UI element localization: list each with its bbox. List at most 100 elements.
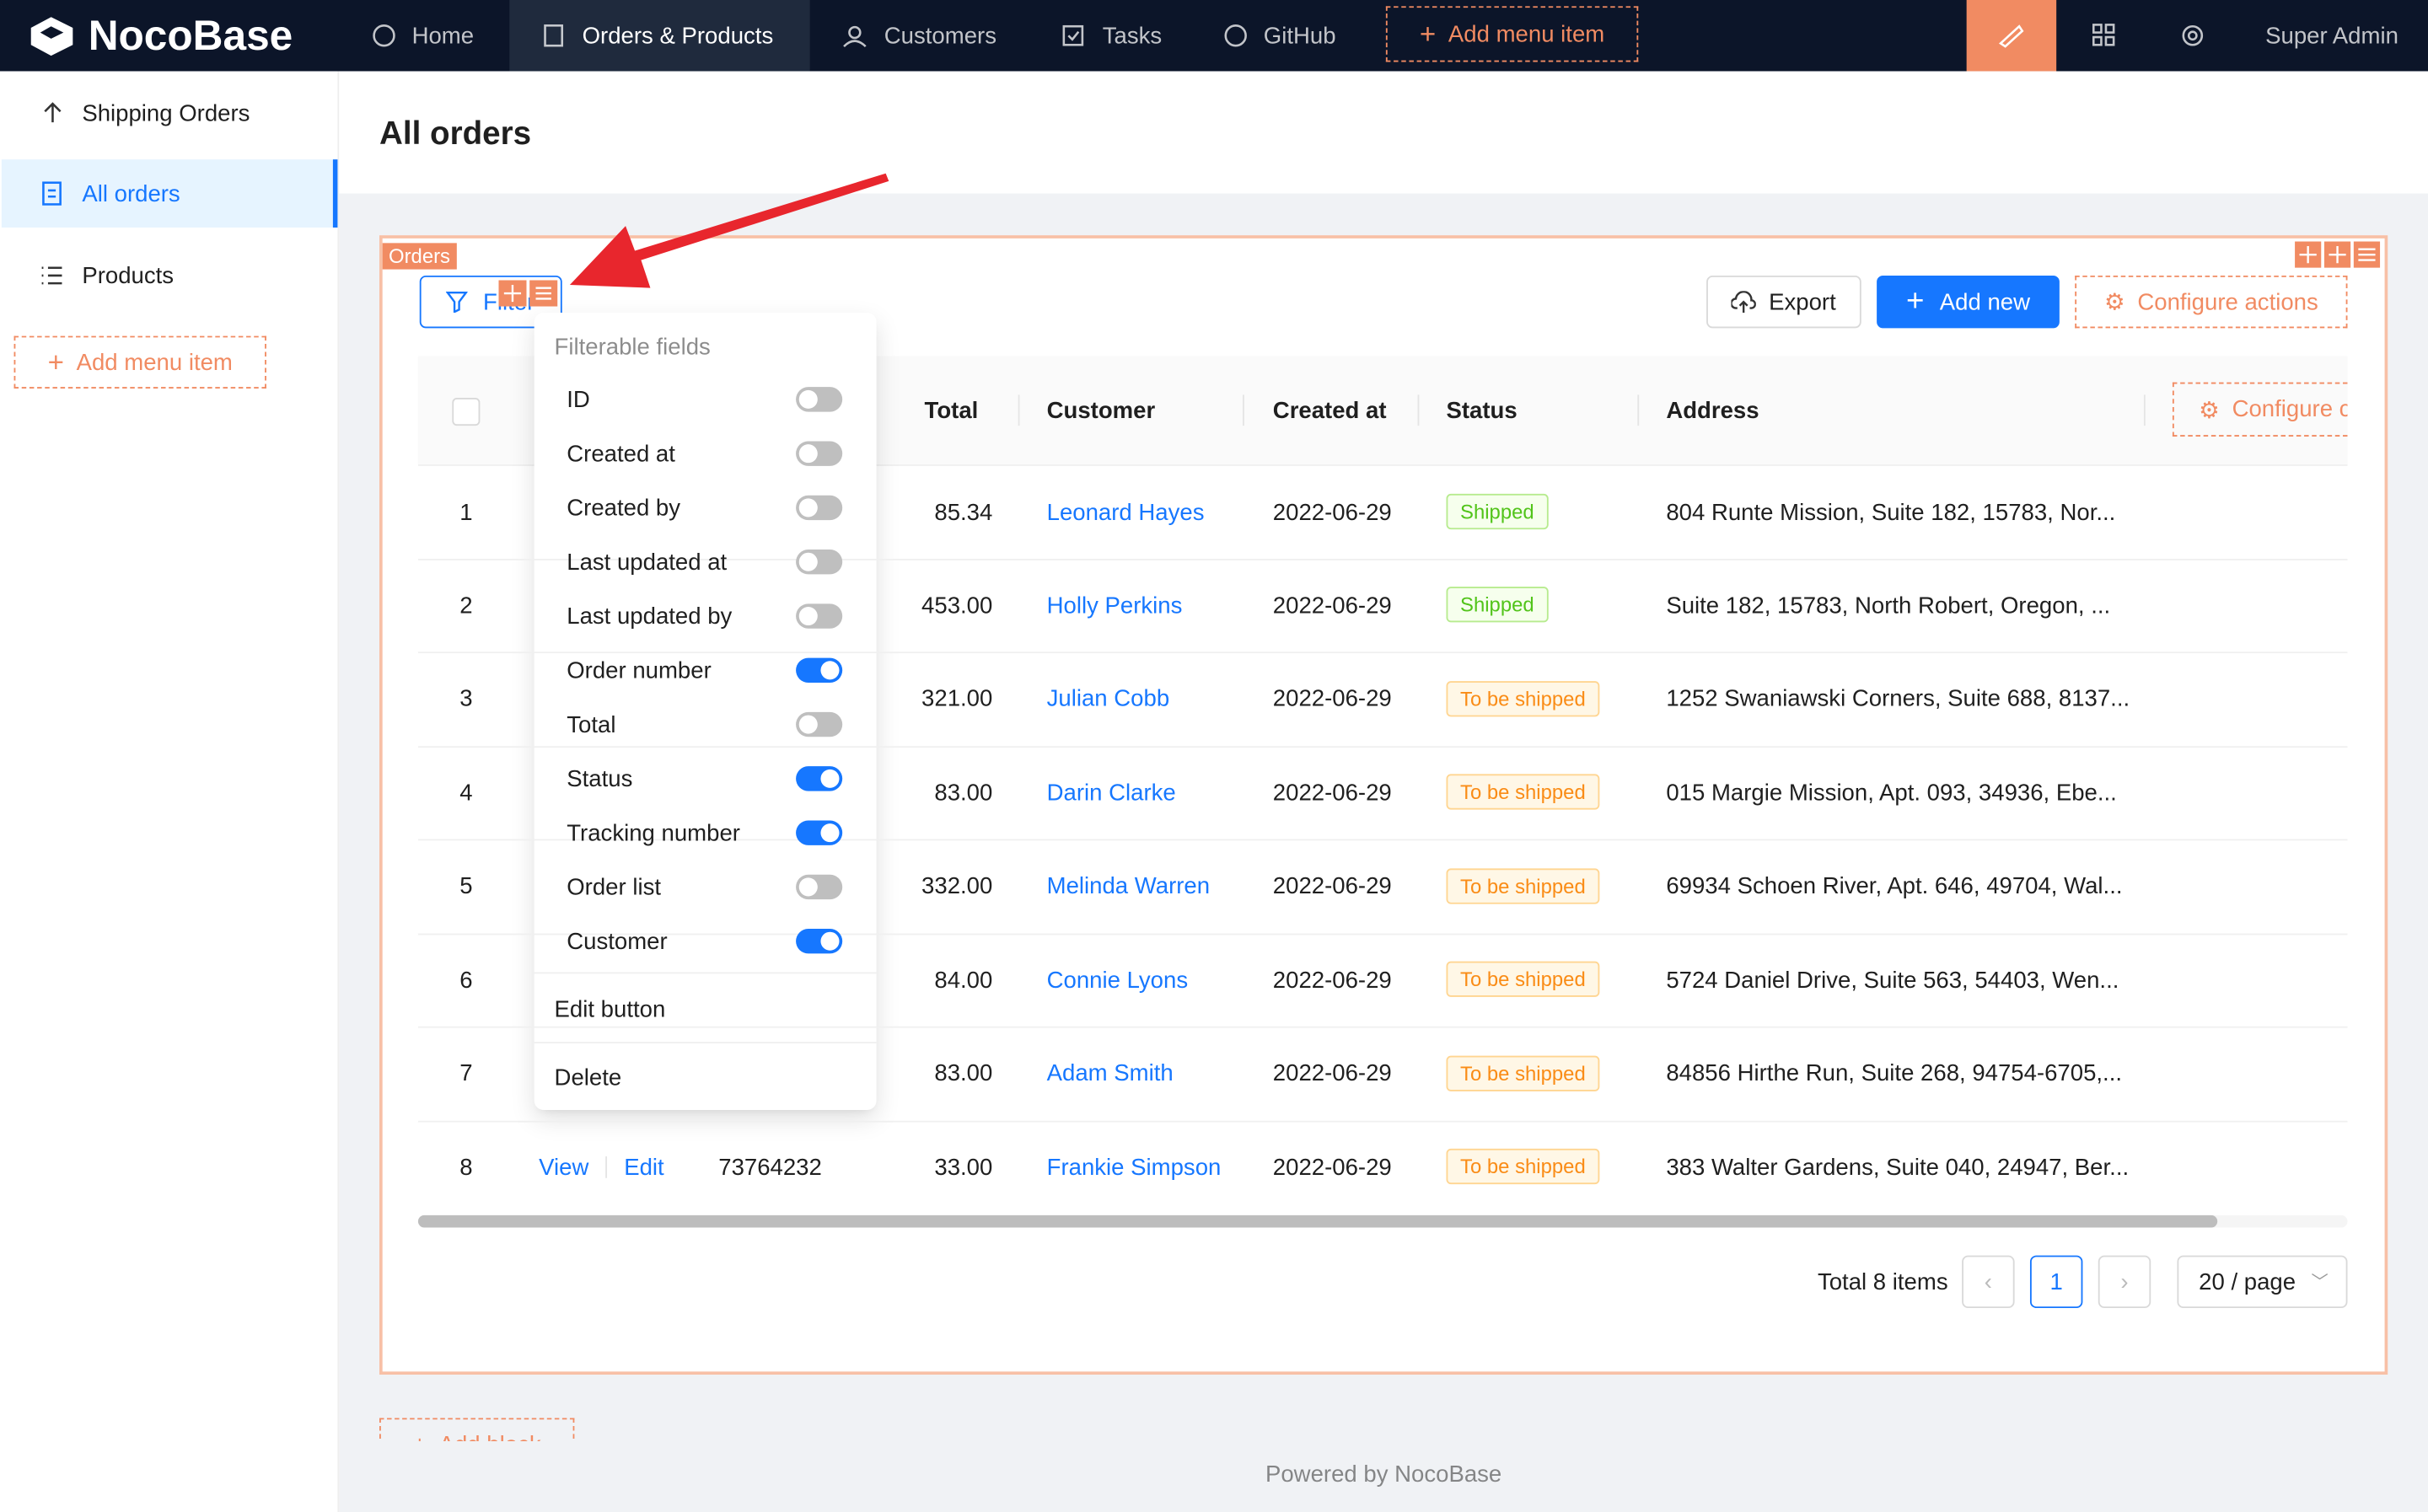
order-number: 73764232 bbox=[718, 1154, 822, 1181]
customer[interactable]: Darin Clarke bbox=[1046, 780, 1176, 807]
customer[interactable]: Holly Perkins bbox=[1046, 592, 1183, 619]
toolbar-icons bbox=[1998, 24, 2204, 48]
menu-item[interactable]: Orders & Products bbox=[582, 22, 774, 49]
status-tag: Shipped bbox=[1446, 587, 1549, 624]
export-label: Export bbox=[1769, 288, 1836, 315]
pagination-total: Total 8 items bbox=[1817, 1268, 1948, 1295]
menu-item[interactable]: GitHub bbox=[1263, 22, 1336, 49]
field-toggle[interactable] bbox=[796, 711, 843, 737]
field-label[interactable]: Status bbox=[567, 765, 633, 792]
field-toggle[interactable] bbox=[796, 387, 843, 412]
sidebar bbox=[0, 71, 340, 1512]
customer[interactable]: Frankie Simpson bbox=[1046, 1154, 1222, 1181]
sidebar-selected bbox=[1, 159, 338, 228]
sidebar-item[interactable]: Shipping Orders bbox=[82, 99, 250, 126]
configure-columns[interactable]: ⚙Configure columns bbox=[2172, 382, 2348, 437]
add-block-label: Add block bbox=[439, 1431, 541, 1441]
total: 33.00 bbox=[934, 1154, 993, 1181]
field-label[interactable]: ID bbox=[567, 386, 590, 413]
next-page[interactable]: › bbox=[2098, 1255, 2151, 1309]
configure-actions[interactable]: ⚙ Configure actions bbox=[2075, 275, 2348, 329]
field-toggle[interactable] bbox=[796, 657, 843, 684]
field-label[interactable]: Customer bbox=[567, 928, 668, 955]
field-label[interactable]: Tracking number bbox=[567, 819, 740, 846]
add-block[interactable]: +Add block bbox=[379, 1418, 575, 1442]
status-tag: To be shipped bbox=[1446, 680, 1600, 717]
logo[interactable]: NocoBase bbox=[88, 11, 293, 58]
field-toggle[interactable] bbox=[796, 495, 843, 521]
add-menu-item-label: Add menu item bbox=[1448, 20, 1605, 48]
column-header[interactable]: Customer bbox=[1046, 397, 1156, 424]
field-toggle[interactable] bbox=[796, 550, 843, 575]
column-header[interactable]: Status bbox=[1446, 397, 1518, 424]
column-header[interactable]: Address bbox=[1666, 397, 1759, 424]
filter-icon bbox=[445, 291, 468, 314]
field-toggle[interactable] bbox=[796, 766, 843, 791]
row-divider bbox=[417, 559, 2348, 560]
sidebar-add-menu-item-label: Add menu item bbox=[76, 349, 233, 376]
customer[interactable]: Melinda Warren bbox=[1046, 873, 1211, 900]
divider bbox=[534, 972, 877, 974]
row-divider bbox=[417, 933, 2348, 935]
add-new-button[interactable]: + Add new bbox=[1877, 275, 2060, 329]
column-header[interactable]: Total bbox=[924, 397, 979, 424]
row-index: 5 bbox=[459, 873, 473, 900]
menu-item[interactable]: Home bbox=[411, 22, 475, 49]
customer[interactable]: Julian Cobb bbox=[1046, 686, 1170, 713]
field-label[interactable]: Order number bbox=[567, 657, 712, 684]
toggle-knob bbox=[820, 769, 840, 788]
dropdown-item[interactable]: Edit button bbox=[554, 995, 666, 1023]
toggle-knob bbox=[798, 607, 818, 626]
block-toolbar[interactable] bbox=[2295, 241, 2382, 268]
field-toggle[interactable] bbox=[796, 441, 843, 466]
field-label[interactable]: Total bbox=[567, 710, 616, 738]
select-all-checkbox[interactable] bbox=[452, 398, 481, 426]
customer[interactable]: Leonard Hayes bbox=[1046, 499, 1205, 526]
ui-editor-toggle[interactable] bbox=[1966, 0, 2057, 72]
page-size-select[interactable]: 20 / page ﹀ bbox=[2177, 1255, 2348, 1309]
created-at: 2022-06-29 bbox=[1272, 499, 1392, 526]
sidebar-item[interactable]: All orders bbox=[82, 180, 180, 207]
view-link[interactable]: View bbox=[539, 1154, 589, 1181]
field-toggle[interactable] bbox=[796, 874, 843, 900]
address: 015 Margie Mission, Apt. 093, 34936, Ebe… bbox=[1666, 780, 2117, 807]
sidebar-item[interactable]: Products bbox=[82, 262, 175, 289]
menu-icons bbox=[373, 24, 1247, 48]
customer[interactable]: Connie Lyons bbox=[1046, 967, 1189, 994]
dropdown-item[interactable]: Delete bbox=[554, 1064, 622, 1091]
page-title: All orders bbox=[379, 115, 532, 153]
created-at: 2022-06-29 bbox=[1272, 686, 1392, 713]
field-label[interactable]: Created at bbox=[567, 440, 675, 467]
field-label[interactable]: Last updated by bbox=[567, 603, 733, 630]
field-toggle[interactable] bbox=[796, 820, 843, 845]
field-toggle[interactable] bbox=[796, 603, 843, 629]
total: 83.00 bbox=[934, 1060, 993, 1087]
total: 453.00 bbox=[921, 592, 993, 619]
scrollbar-thumb[interactable] bbox=[417, 1214, 2218, 1228]
filter-toolbar[interactable] bbox=[498, 280, 560, 307]
add-menu-item[interactable]: + Add menu item bbox=[1385, 6, 1639, 62]
sidebar-add-menu-item[interactable]: + Add menu item bbox=[13, 335, 266, 389]
column-header[interactable]: Created at bbox=[1272, 397, 1387, 424]
toggle-knob bbox=[820, 931, 840, 951]
field-label[interactable]: Order list bbox=[567, 873, 661, 901]
created-at: 2022-06-29 bbox=[1272, 967, 1392, 994]
total: 85.34 bbox=[934, 499, 993, 526]
field-label[interactable]: Created by bbox=[567, 494, 681, 522]
menu-item[interactable]: Tasks bbox=[1102, 22, 1163, 49]
field-label[interactable]: Last updated at bbox=[567, 549, 728, 576]
edit-link[interactable]: Edit bbox=[624, 1154, 664, 1181]
user-menu[interactable]: Super Admin bbox=[2265, 22, 2398, 49]
export-button[interactable]: Export bbox=[1706, 275, 1861, 329]
add-new-label: Add new bbox=[1939, 288, 2031, 315]
address: 804 Runte Mission, Suite 182, 15783, Nor… bbox=[1666, 499, 2116, 526]
prev-page[interactable]: ‹ bbox=[1962, 1255, 2015, 1309]
menu-item[interactable]: Customers bbox=[884, 22, 996, 49]
field-toggle[interactable] bbox=[796, 929, 843, 954]
customer[interactable]: Adam Smith bbox=[1046, 1060, 1174, 1087]
row-index: 8 bbox=[459, 1154, 473, 1181]
active-menu-bg bbox=[509, 0, 810, 72]
page-number[interactable]: 1 bbox=[2029, 1255, 2083, 1309]
address: 5724 Daniel Drive, Suite 563, 54403, Wen… bbox=[1666, 967, 2119, 994]
